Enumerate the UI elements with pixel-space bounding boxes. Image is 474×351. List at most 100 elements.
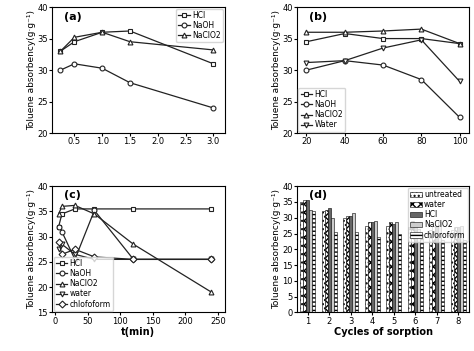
HCl [209, 207, 214, 211]
Line: NaClO2: NaClO2 [304, 27, 462, 46]
NaClO2 [209, 290, 214, 294]
Bar [395, 223, 398, 312]
NaOH [419, 78, 424, 82]
Bar [420, 233, 423, 312]
HCl [100, 30, 105, 34]
X-axis label: Cycles of sorption: Cycles of sorption [334, 327, 433, 337]
Line: water: water [56, 242, 214, 262]
Bar [306, 200, 309, 312]
Text: (a): (a) [64, 12, 82, 22]
Bar [429, 230, 432, 312]
HCl [127, 29, 133, 33]
Bar [374, 221, 377, 312]
Bar [356, 232, 358, 312]
NaOH [100, 66, 105, 70]
Y-axis label: Toluene absorbency(g·g⁻¹): Toluene absorbency(g·g⁻¹) [272, 189, 281, 309]
water [131, 257, 137, 261]
Bar [312, 211, 315, 312]
Bar [349, 216, 352, 312]
Bar [436, 227, 438, 312]
Line: HCl: HCl [56, 206, 214, 229]
Bar [371, 223, 374, 312]
Bar [398, 233, 401, 312]
Water [342, 59, 347, 63]
Line: chlofoform: chlofoform [56, 239, 214, 262]
Bar [322, 211, 325, 312]
Bar [343, 218, 346, 312]
Bar [460, 226, 463, 312]
Bar [417, 229, 420, 312]
chlofoform [72, 247, 78, 251]
HCl [342, 31, 347, 35]
Bar [432, 226, 436, 312]
Bar [352, 213, 356, 312]
Line: HCl: HCl [58, 28, 216, 66]
Legend: untreated, water, HCl, NaClO2, chloroform: untreated, water, HCl, NaClO2, chlorofor… [408, 188, 468, 242]
NaClO2 [100, 30, 105, 34]
HCl [91, 207, 97, 211]
Water [419, 38, 424, 42]
NaOH [72, 257, 78, 261]
NaClO2 [56, 212, 62, 216]
HCl [59, 212, 65, 216]
NaOH [209, 257, 214, 261]
NaOH [131, 257, 137, 261]
NaClO2 [380, 29, 386, 33]
Line: NaOH: NaOH [304, 58, 462, 120]
Bar [463, 240, 466, 312]
Bar [411, 221, 414, 312]
Bar [377, 237, 380, 312]
NaOH [91, 208, 97, 213]
water [209, 257, 214, 261]
Bar [408, 227, 411, 312]
Legend: HCl, NaOH, NaClO2, water, chlofoform: HCl, NaOH, NaClO2, water, chlofoform [54, 257, 113, 311]
Bar [457, 227, 460, 312]
NaClO2 [342, 30, 347, 34]
Y-axis label: Toluene absorbency(g·g⁻¹): Toluene absorbency(g·g⁻¹) [27, 10, 36, 130]
Text: (c): (c) [64, 190, 81, 200]
NaOH [58, 68, 64, 72]
NaClO2 [72, 35, 77, 39]
Bar [331, 218, 334, 312]
water [59, 242, 65, 246]
water [72, 252, 78, 257]
HCl [72, 207, 78, 211]
Line: NaClO2: NaClO2 [58, 30, 216, 54]
Line: NaOH: NaOH [58, 61, 216, 111]
chlofoform [91, 255, 97, 259]
Bar [389, 223, 392, 312]
NaClO2 [131, 242, 137, 246]
Bar [414, 224, 417, 312]
X-axis label: t(min): t(min) [121, 327, 155, 337]
NaOH [210, 106, 216, 110]
NaClO2 [457, 41, 463, 46]
Bar [309, 210, 312, 312]
Bar [325, 210, 328, 312]
NaClO2 [304, 30, 310, 34]
NaOH [380, 63, 386, 67]
Bar [334, 232, 337, 312]
HCl [457, 41, 463, 46]
NaOH [304, 68, 310, 72]
NaOH [59, 230, 65, 234]
Line: Water: Water [304, 38, 462, 84]
Legend: HCl, NaOH, NaClO2: HCl, NaOH, NaClO2 [176, 8, 223, 42]
Water [304, 60, 310, 65]
NaOH [127, 81, 133, 85]
NaClO2 [59, 204, 65, 208]
water [91, 257, 97, 261]
Line: NaOH: NaOH [56, 208, 214, 262]
NaOH [342, 59, 347, 63]
Bar [454, 227, 457, 312]
Bar [386, 226, 389, 312]
Bar [365, 226, 368, 312]
Line: NaClO2: NaClO2 [56, 203, 214, 294]
Bar [328, 208, 331, 312]
Bar [346, 216, 349, 312]
NaOH [457, 115, 463, 120]
HCl [131, 207, 137, 211]
NaClO2 [91, 212, 97, 216]
NaClO2 [419, 27, 424, 31]
Y-axis label: Toluene absorbency(g·g⁻¹): Toluene absorbency(g·g⁻¹) [27, 189, 36, 309]
Bar [368, 223, 371, 312]
